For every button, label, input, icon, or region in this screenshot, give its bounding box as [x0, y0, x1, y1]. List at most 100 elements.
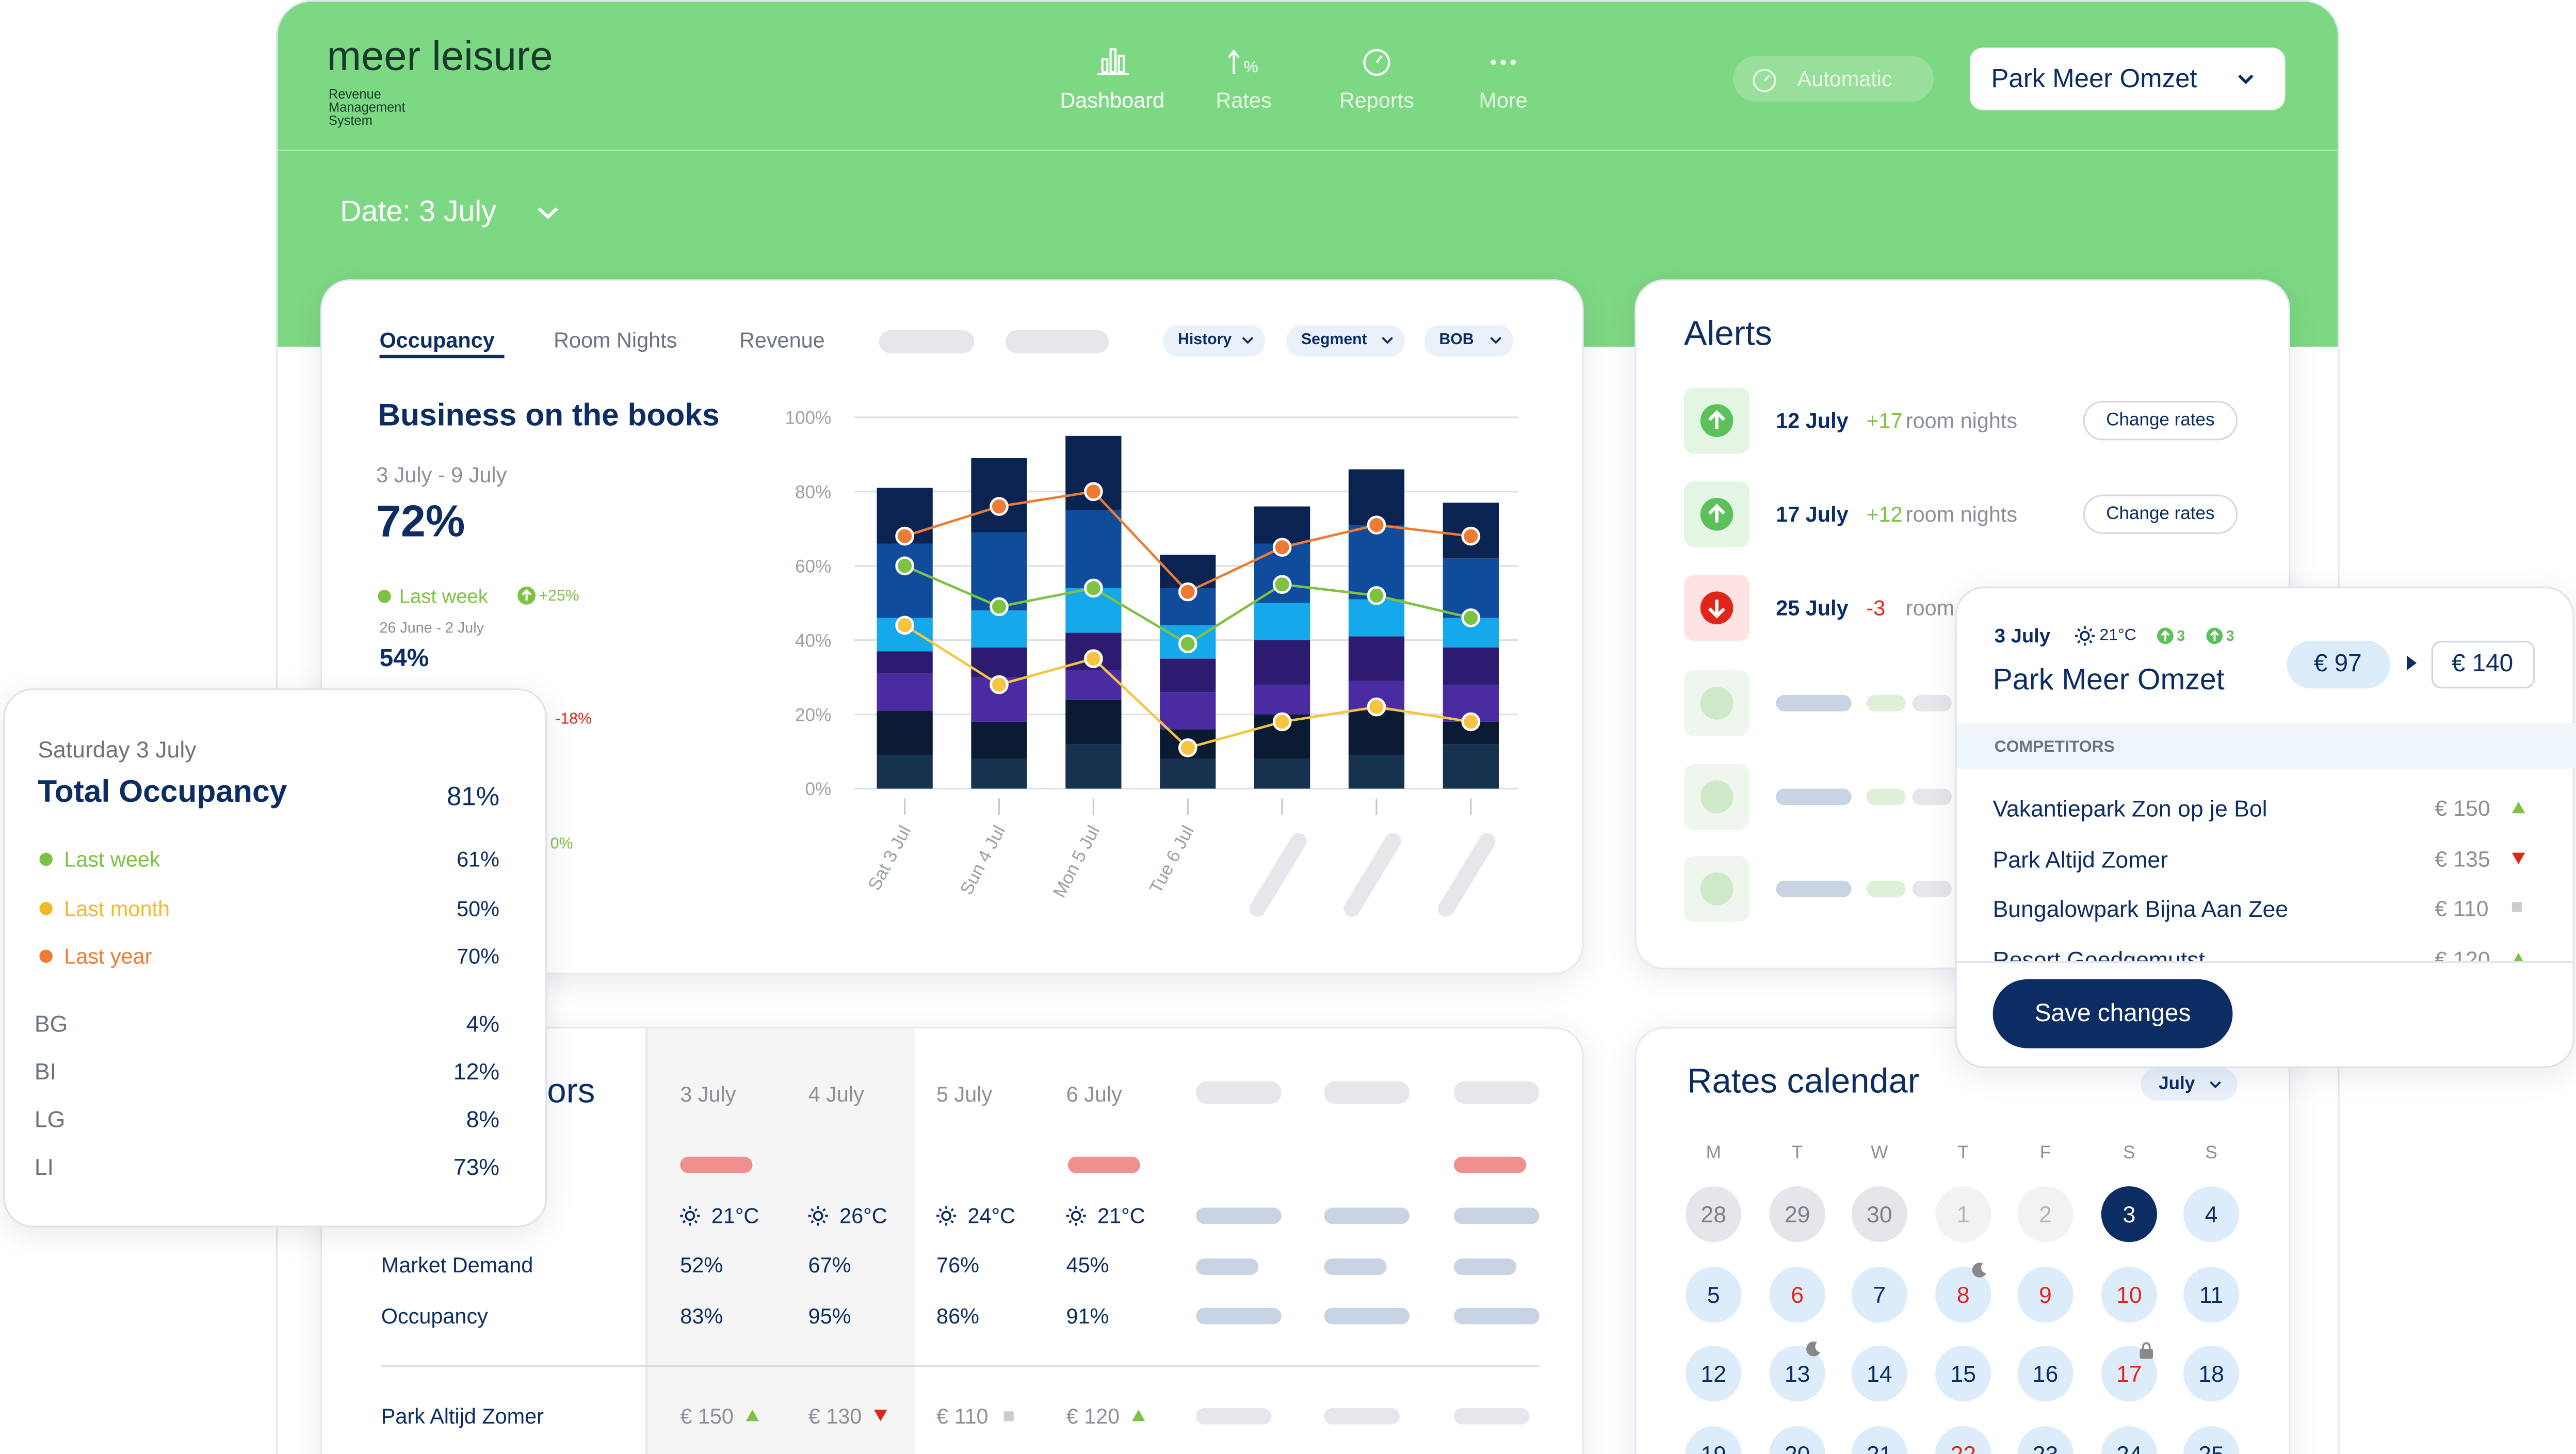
x-tick-label: Sat 3 Jul: [864, 822, 915, 894]
calendar-day[interactable]: [2183, 1266, 2240, 1322]
day-number[interactable]: 28: [1700, 1201, 1727, 1227]
day-number[interactable]: 4: [2205, 1201, 2218, 1227]
day-number[interactable]: 25: [2198, 1440, 2224, 1454]
nav-item[interactable]: Dashboard: [1060, 88, 1165, 113]
placeholder: [1324, 1307, 1410, 1324]
calendar-day[interactable]: [2017, 1266, 2073, 1322]
calendar-day[interactable]: [2017, 1186, 2073, 1242]
bar-segment: [1348, 636, 1405, 681]
section-title: Rates calendar: [1687, 1063, 1920, 1101]
day-number[interactable]: 5: [1707, 1281, 1720, 1307]
placeholder: [1324, 1258, 1387, 1275]
bar-segment: [971, 610, 1027, 648]
dot-part: [39, 949, 53, 963]
save-button[interactable]: [1992, 979, 2233, 1048]
calendar-day[interactable]: [2101, 1266, 2157, 1322]
calendar-day[interactable]: [1851, 1266, 1907, 1322]
new-rate-value[interactable]: € 140: [2451, 650, 2514, 678]
trend-flat-part: [2512, 902, 2522, 912]
chevron: [1242, 337, 1254, 344]
day-number[interactable]: 15: [1950, 1360, 1976, 1387]
chevron: [2238, 74, 2254, 85]
day-number[interactable]: 1: [1956, 1201, 1970, 1227]
calendar-day[interactable]: [1686, 1266, 1742, 1322]
day-number[interactable]: 21: [1867, 1440, 1892, 1454]
action-button[interactable]: [2083, 494, 2238, 534]
sun-icon-part-part: [2089, 628, 2093, 632]
day-number[interactable]: 2: [2039, 1201, 2052, 1227]
calendar-day[interactable]: [2183, 1345, 2240, 1402]
day-number[interactable]: 18: [2198, 1360, 2224, 1387]
day-number[interactable]: 29: [1784, 1201, 1810, 1227]
placeholder: [1196, 1307, 1282, 1324]
day-number[interactable]: 10: [2116, 1281, 2142, 1307]
weekday: S: [2123, 1143, 2135, 1164]
competitor-list: Vakantiepark Zon op je Bol € 150 Park Alti…: [1957, 779, 2574, 963]
bar-segment: [877, 755, 933, 789]
day-number[interactable]: 7: [1873, 1281, 1886, 1307]
day-number[interactable]: 19: [1700, 1440, 1727, 1454]
day-number[interactable]: 13: [1784, 1360, 1810, 1387]
day-number[interactable]: 30: [1867, 1201, 1892, 1227]
sun-icon: [1066, 1206, 1086, 1226]
month-label[interactable]: July: [2159, 1074, 2195, 1094]
day-number[interactable]: 24: [2116, 1440, 2142, 1454]
trend-point: [1461, 608, 1481, 627]
row-label: Market Demand: [381, 1253, 533, 1278]
action-button[interactable]: [2083, 400, 2238, 441]
calendar-day[interactable]: [1769, 1186, 1825, 1242]
day-number[interactable]: 17: [2116, 1360, 2142, 1387]
placeholder: [1776, 788, 1852, 805]
nav-item[interactable]: More: [1479, 88, 1528, 113]
calendar-day[interactable]: [2101, 1186, 2157, 1242]
lock-icon-part: [2142, 1342, 2151, 1349]
day-number[interactable]: 9: [2039, 1281, 2052, 1307]
calendar-day[interactable]: [1686, 1186, 1742, 1242]
nav-icon-part: [1363, 49, 1390, 76]
calendar-day[interactable]: [1851, 1345, 1907, 1402]
day-number[interactable]: 6: [1791, 1281, 1804, 1307]
day-number[interactable]: 23: [2032, 1440, 2059, 1454]
comparison-label: Last month: [64, 895, 170, 920]
nav-item[interactable]: Rates: [1216, 88, 1272, 113]
bar-segment: [1065, 510, 1122, 588]
new-rate[interactable]: [2431, 640, 2535, 689]
day-number[interactable]: 14: [1867, 1360, 1892, 1387]
tab[interactable]: Occupancy: [379, 328, 495, 353]
segment-label: LG: [34, 1106, 66, 1132]
sun-icon-part-part: [950, 1220, 954, 1224]
sun-icon: [680, 1206, 700, 1226]
day-number[interactable]: 3: [2123, 1201, 2136, 1227]
action-label[interactable]: Change rates: [2106, 504, 2215, 524]
day-number[interactable]: 22: [1950, 1440, 1976, 1454]
date-range: 3 July - 9 July: [376, 462, 507, 488]
month-select[interactable]: [2141, 1068, 2238, 1101]
nav-item[interactable]: Reports: [1339, 88, 1414, 113]
calendar-day[interactable]: [1851, 1186, 1907, 1242]
change-value: +25%: [539, 587, 579, 606]
property-select[interactable]: [1969, 47, 2286, 110]
calendar-day[interactable]: [1769, 1266, 1825, 1322]
day-number[interactable]: 8: [1956, 1281, 1970, 1307]
calendar-day[interactable]: [1935, 1186, 1991, 1242]
day-number[interactable]: 12: [1700, 1360, 1727, 1387]
tooltip-total: 81%: [447, 783, 500, 812]
calendar-day[interactable]: [2017, 1345, 2073, 1402]
day-number[interactable]: 16: [2032, 1360, 2059, 1387]
dot: [39, 852, 53, 866]
calendar-day[interactable]: [1935, 1345, 1991, 1402]
action-label[interactable]: Change rates: [2106, 411, 2215, 431]
calendar-day[interactable]: [1686, 1345, 1742, 1402]
up-icon: [517, 586, 536, 605]
save-label[interactable]: Save changes: [2034, 999, 2191, 1028]
calendar-day[interactable]: [2183, 1186, 2240, 1242]
comparison-value: 50%: [457, 895, 500, 920]
tab[interactable]: Revenue: [739, 328, 825, 353]
legend-label: Last week: [399, 585, 488, 608]
day-number[interactable]: 20: [1784, 1440, 1810, 1454]
day-number[interactable]: 11: [2199, 1281, 2224, 1307]
tab[interactable]: Room Nights: [554, 328, 677, 353]
date-select[interactable]: Date: 3 July: [340, 195, 496, 228]
alert-date: 25 July: [1776, 595, 1849, 621]
bar-segment: [1254, 684, 1310, 715]
